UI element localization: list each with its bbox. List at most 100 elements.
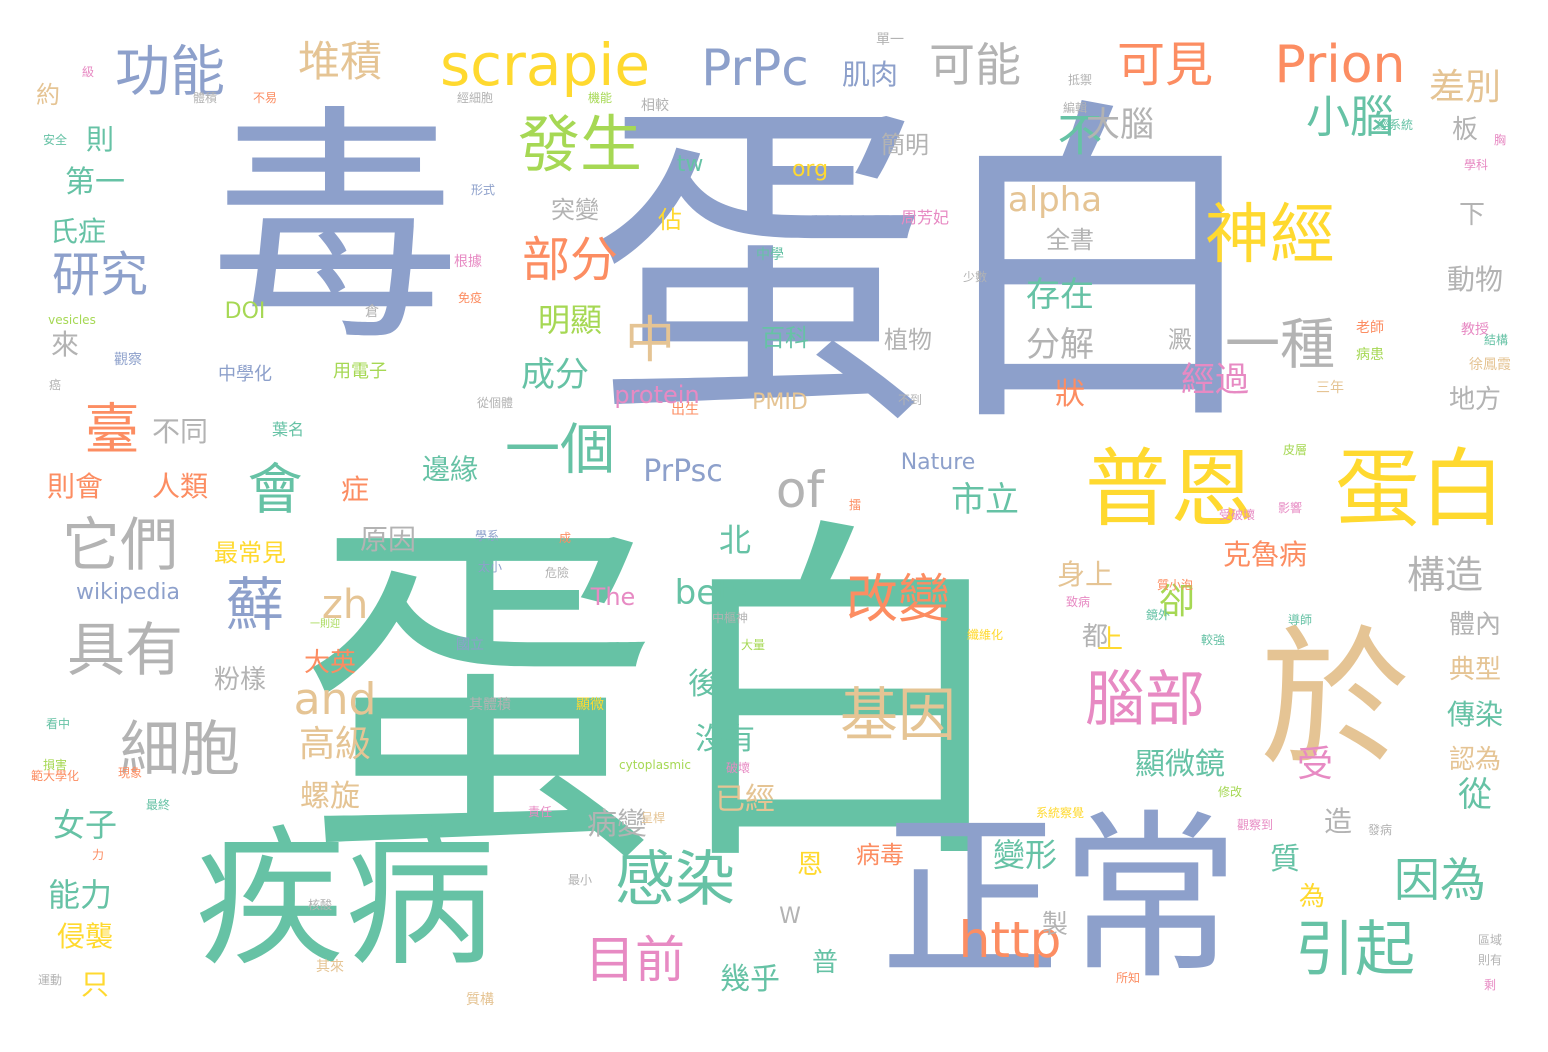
word-179: 範大學化 (30, 769, 80, 783)
word-53: 經過 (1181, 360, 1249, 400)
word-155: 不到 (897, 393, 923, 407)
word-80: 變形 (992, 836, 1058, 874)
word-65: 邊緣 (421, 453, 479, 486)
word-83: 能力 (47, 876, 113, 914)
word-194: 區域 (1477, 933, 1503, 947)
word-81: 質 (1270, 842, 1300, 877)
word-36: of (775, 461, 825, 519)
word-101: 板 (1451, 115, 1479, 145)
word-9: PrPc (701, 39, 809, 97)
word-140: 抵禦 (1067, 73, 1093, 87)
word-100: 澱 (1168, 326, 1192, 354)
word-136: 不易 (252, 91, 278, 105)
word-185: 發病 (1367, 823, 1393, 837)
word-153: 葉名 (271, 420, 305, 439)
word-157: 學系 (474, 529, 500, 543)
word-114: DOI (224, 299, 266, 324)
word-120: W (779, 904, 801, 929)
word-174: 其體積 (469, 697, 511, 713)
word-67: 北 (718, 521, 752, 559)
word-142: 單一 (876, 32, 904, 48)
word-111: 肌肉 (841, 58, 899, 91)
word-137: 經細胞 (456, 91, 494, 105)
word-73: 傳染 (1446, 698, 1504, 731)
word-37: and (293, 674, 377, 725)
word-106: 突變 (551, 196, 599, 224)
word-27: 臺 (84, 397, 140, 462)
word-60: 來 (50, 328, 80, 361)
word-152: 出生 (671, 402, 699, 418)
word-128: 三年 (1316, 380, 1344, 396)
word-144: 胸 (1493, 133, 1507, 147)
word-149: 免疫 (457, 291, 483, 305)
word-62: 則會 (46, 470, 104, 503)
word-189: 核酸 (307, 898, 333, 912)
word-19: 感染 (615, 845, 735, 915)
word-77: 後 (688, 667, 718, 702)
word-7: 蛋白 (1334, 440, 1506, 540)
word-167: 質小泡 (1156, 578, 1194, 592)
word-38: zh (321, 582, 369, 628)
word-197: 癌 (48, 378, 62, 392)
word-150: 倉 (365, 304, 379, 320)
word-121: 中學化 (218, 364, 272, 385)
word-2: 蛋白 (300, 490, 1020, 909)
word-178: 損害 (42, 758, 68, 772)
word-182: 呈桿 (640, 811, 666, 825)
word-52: 分解 (1026, 325, 1094, 365)
word-125: 教授 (1461, 322, 1489, 338)
word-192: 運動 (37, 973, 63, 987)
word-47: 從 (1458, 775, 1492, 815)
word-99: 狀 (1055, 377, 1085, 412)
word-57: 氏症 (49, 215, 107, 248)
word-190: 其來 (316, 959, 344, 975)
word-184: 觀察到 (1236, 818, 1274, 832)
word-122: 用電子 (333, 361, 387, 382)
word-193: 所知 (1115, 971, 1141, 985)
word-169: 受破壞 (1218, 508, 1256, 522)
word-103: 動物 (1446, 263, 1504, 296)
word-173: 現象 (117, 766, 143, 780)
word-79: 病變 (587, 807, 647, 842)
word-44: alpha (1007, 180, 1103, 220)
word-94: 為 (1298, 882, 1326, 912)
word-0: 毒 (210, 84, 460, 375)
word-29: 可見 (1116, 37, 1214, 93)
word-51: 存在 (1026, 275, 1094, 315)
word-168: 影響 (1277, 501, 1303, 515)
word-151: 從個體 (476, 396, 514, 410)
word-40: 目前 (585, 931, 685, 989)
word-48: 受 (1296, 744, 1334, 785)
word-126: 老師 (1356, 320, 1384, 336)
word-176: 看中 (45, 717, 71, 731)
word-11: 功能 (114, 39, 226, 104)
word-159: 太小 (477, 560, 503, 574)
word-33: 差別 (1428, 67, 1502, 108)
word-195: 則有 (1477, 953, 1503, 967)
word-63: 人類 (151, 470, 209, 503)
word-109: 植物 (884, 326, 932, 354)
word-92: 幾乎 (720, 962, 780, 997)
word-35: 中 (625, 311, 675, 369)
word-156: 皮層 (1282, 443, 1308, 457)
word-90: 粉樣 (213, 665, 267, 695)
word-15: 改變 (845, 570, 951, 630)
word-97: 都 (1081, 622, 1109, 652)
word-24: 一個 (504, 417, 616, 482)
word-3: 疾病 (194, 813, 496, 987)
word-162: 國立 (456, 637, 484, 653)
word-54: 成分 (521, 355, 589, 395)
word-134: 安全 (42, 133, 68, 147)
word-8: scrapie (439, 31, 651, 99)
word-127: 病患 (1356, 347, 1384, 363)
word-163: 中樞神 (711, 611, 749, 625)
word-1: 蛋白 (590, 72, 1270, 468)
word-76: 沒有 (695, 722, 755, 757)
word-117: Nature (900, 450, 976, 475)
word-165: 較強 (1200, 633, 1226, 647)
word-23: 一種 (1224, 312, 1336, 377)
word-43: beta (674, 573, 752, 613)
word-70: 克魯病 (1222, 538, 1308, 571)
word-119: The (590, 583, 636, 611)
word-68: 原因 (359, 523, 417, 556)
